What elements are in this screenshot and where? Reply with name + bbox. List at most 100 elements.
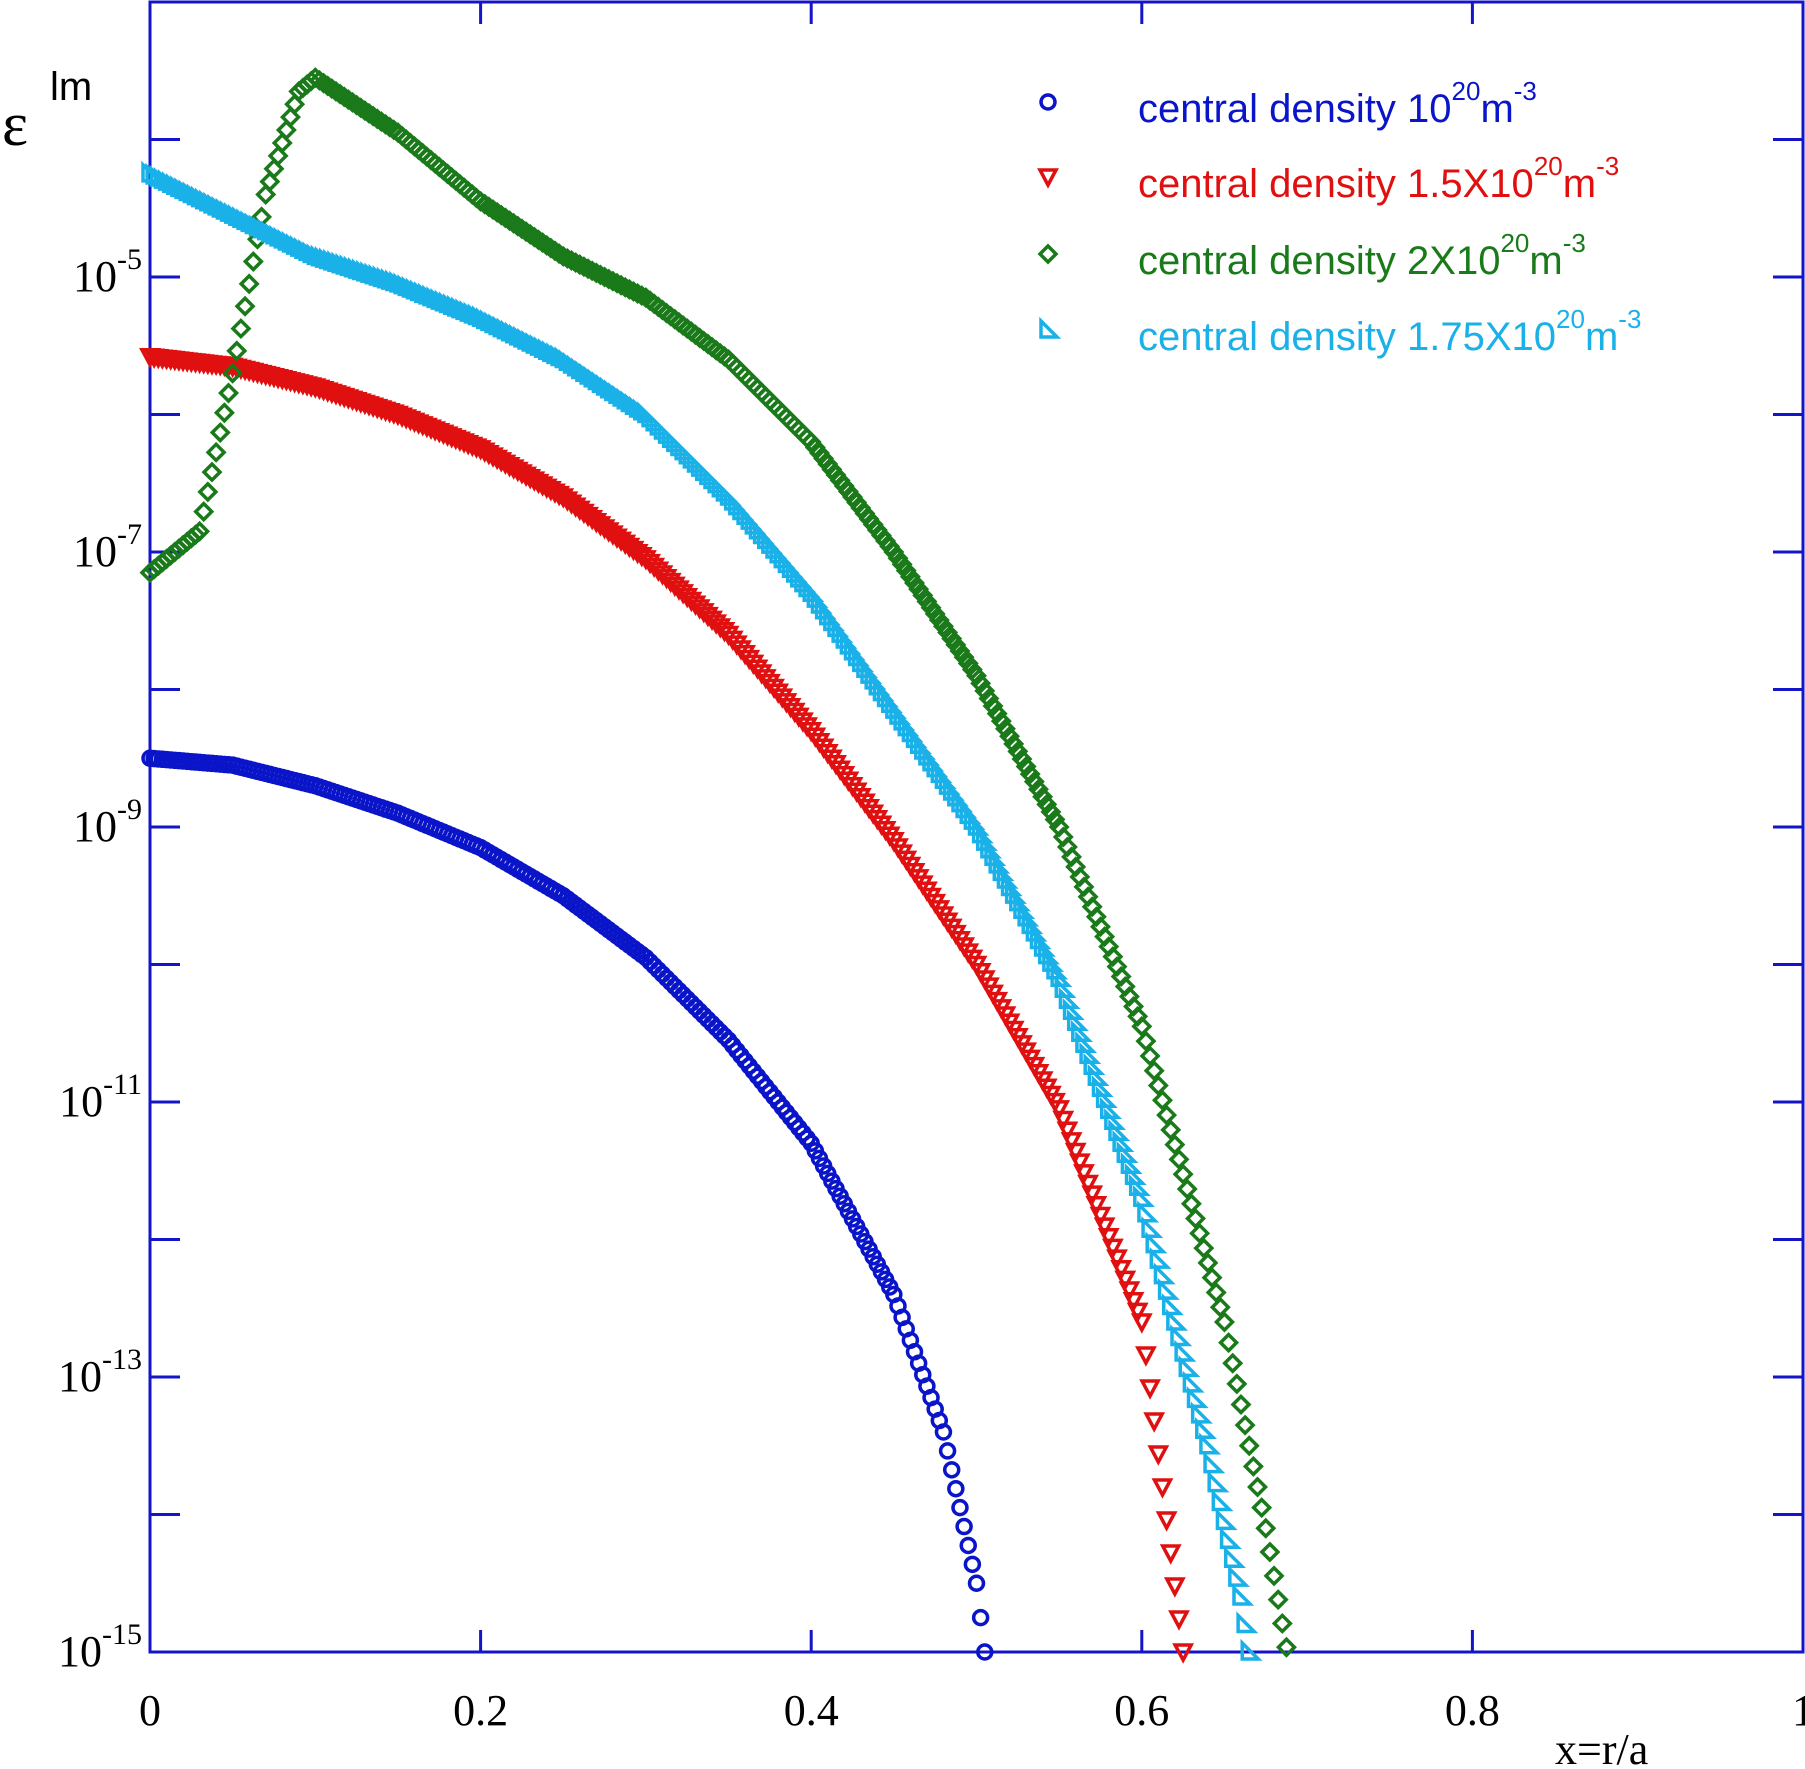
data-point bbox=[1131, 1015, 1153, 1037]
data-point bbox=[1081, 1185, 1104, 1206]
data-point bbox=[1032, 786, 1054, 808]
data-point bbox=[1242, 1455, 1264, 1477]
data-point bbox=[1159, 1544, 1182, 1565]
data-point bbox=[1186, 1386, 1209, 1409]
data-point bbox=[1166, 1308, 1189, 1331]
data-point bbox=[1028, 778, 1049, 800]
data-point bbox=[974, 680, 996, 702]
data-point bbox=[197, 481, 219, 503]
series-4 bbox=[141, 160, 1263, 1661]
data-point bbox=[263, 158, 285, 180]
data-point bbox=[1093, 1217, 1116, 1238]
data-point bbox=[1085, 1196, 1108, 1217]
data-point bbox=[1160, 1119, 1182, 1141]
legend-marker bbox=[1037, 243, 1059, 265]
data-point bbox=[1230, 1394, 1252, 1415]
data-point bbox=[209, 422, 231, 444]
x-tick-label: 0.8 bbox=[1445, 1686, 1500, 1735]
legend-marker bbox=[1039, 93, 1057, 111]
data-point bbox=[1178, 1355, 1201, 1378]
data-point bbox=[218, 382, 239, 404]
data-point bbox=[1151, 1089, 1173, 1111]
data-point bbox=[1176, 1178, 1198, 1200]
data-point bbox=[1143, 1412, 1166, 1433]
data-point bbox=[1110, 1259, 1133, 1281]
x-tick-label: 0 bbox=[139, 1686, 161, 1735]
data-point bbox=[934, 1423, 953, 1441]
data-point bbox=[1147, 1075, 1169, 1096]
x-tick-label: 0.4 bbox=[784, 1686, 839, 1735]
svg-text:lm: lm bbox=[50, 65, 92, 109]
data-point bbox=[955, 1517, 973, 1536]
y-tick-label: 10-5 bbox=[73, 243, 142, 301]
data-point bbox=[267, 145, 289, 167]
data-point bbox=[189, 520, 211, 542]
data-point bbox=[1172, 1163, 1194, 1185]
data-point bbox=[1143, 1060, 1165, 1082]
data-point bbox=[1199, 1432, 1222, 1455]
data-point bbox=[1189, 1222, 1211, 1244]
legend-marker bbox=[1037, 168, 1059, 189]
data-point bbox=[959, 1536, 977, 1555]
data-point bbox=[986, 703, 1008, 725]
axis-ticks bbox=[148, 2, 1805, 1654]
data-point bbox=[238, 273, 260, 295]
data-point bbox=[1147, 1445, 1170, 1466]
data-point bbox=[1153, 1262, 1176, 1285]
x-tick-label: 0.6 bbox=[1114, 1686, 1169, 1735]
data-point bbox=[280, 106, 301, 128]
data-point bbox=[1077, 1174, 1099, 1196]
data-point bbox=[963, 1555, 982, 1574]
data-point bbox=[942, 1461, 961, 1479]
data-point bbox=[947, 1479, 965, 1498]
data-point bbox=[951, 1498, 969, 1517]
data-point bbox=[971, 1608, 990, 1627]
data-point bbox=[966, 665, 987, 687]
y-tick-label: 10-15 bbox=[58, 1618, 142, 1676]
data-point bbox=[242, 251, 264, 273]
data-point bbox=[1122, 1291, 1145, 1313]
data-point bbox=[1003, 733, 1025, 755]
series-1 bbox=[141, 749, 994, 1661]
series-3 bbox=[139, 67, 1297, 1658]
data-point bbox=[1073, 1164, 1095, 1185]
data-point bbox=[275, 119, 297, 141]
data-point bbox=[205, 441, 227, 463]
x-tick-label: 0.2 bbox=[453, 1686, 508, 1735]
legend: central density 1020m-3 central density 1… bbox=[1037, 76, 1641, 359]
data-point bbox=[1056, 1121, 1079, 1142]
legend-label: central density 1.5X1020m-3 bbox=[1138, 151, 1619, 206]
data-point bbox=[1180, 1193, 1202, 1215]
data-point bbox=[1247, 1476, 1268, 1498]
data-point bbox=[1023, 771, 1045, 793]
data-point bbox=[1164, 1134, 1186, 1156]
legend-label: central density 1020m-3 bbox=[1138, 76, 1537, 131]
data-point bbox=[938, 1442, 957, 1460]
y-axis-label: ε lm bbox=[2, 65, 92, 159]
data-point bbox=[990, 710, 1012, 732]
data-point bbox=[1106, 1249, 1128, 1270]
data-point bbox=[978, 687, 1000, 709]
legend-label: central density 1.75X1020m-3 bbox=[1138, 304, 1641, 359]
data-point bbox=[1203, 1451, 1226, 1474]
data-point bbox=[1137, 1200, 1160, 1223]
data-point bbox=[271, 132, 293, 154]
data-point bbox=[1232, 1583, 1255, 1606]
data-point bbox=[1019, 763, 1041, 785]
legend-marker bbox=[1039, 316, 1062, 339]
data-point bbox=[1133, 1185, 1156, 1207]
data-point bbox=[1190, 1401, 1213, 1424]
data-point bbox=[1251, 1497, 1273, 1519]
data-point bbox=[201, 461, 223, 483]
y-tick-label: 10-13 bbox=[58, 1343, 142, 1401]
data-point bbox=[226, 340, 248, 362]
data-point bbox=[1228, 1564, 1251, 1587]
data-point bbox=[1114, 1270, 1137, 1292]
data-point bbox=[1222, 1352, 1244, 1374]
data-point bbox=[1060, 1132, 1083, 1153]
data-point bbox=[1172, 1643, 1195, 1664]
data-point bbox=[1155, 1511, 1178, 1532]
data-point bbox=[1275, 1636, 1297, 1658]
data-point bbox=[1007, 740, 1029, 762]
